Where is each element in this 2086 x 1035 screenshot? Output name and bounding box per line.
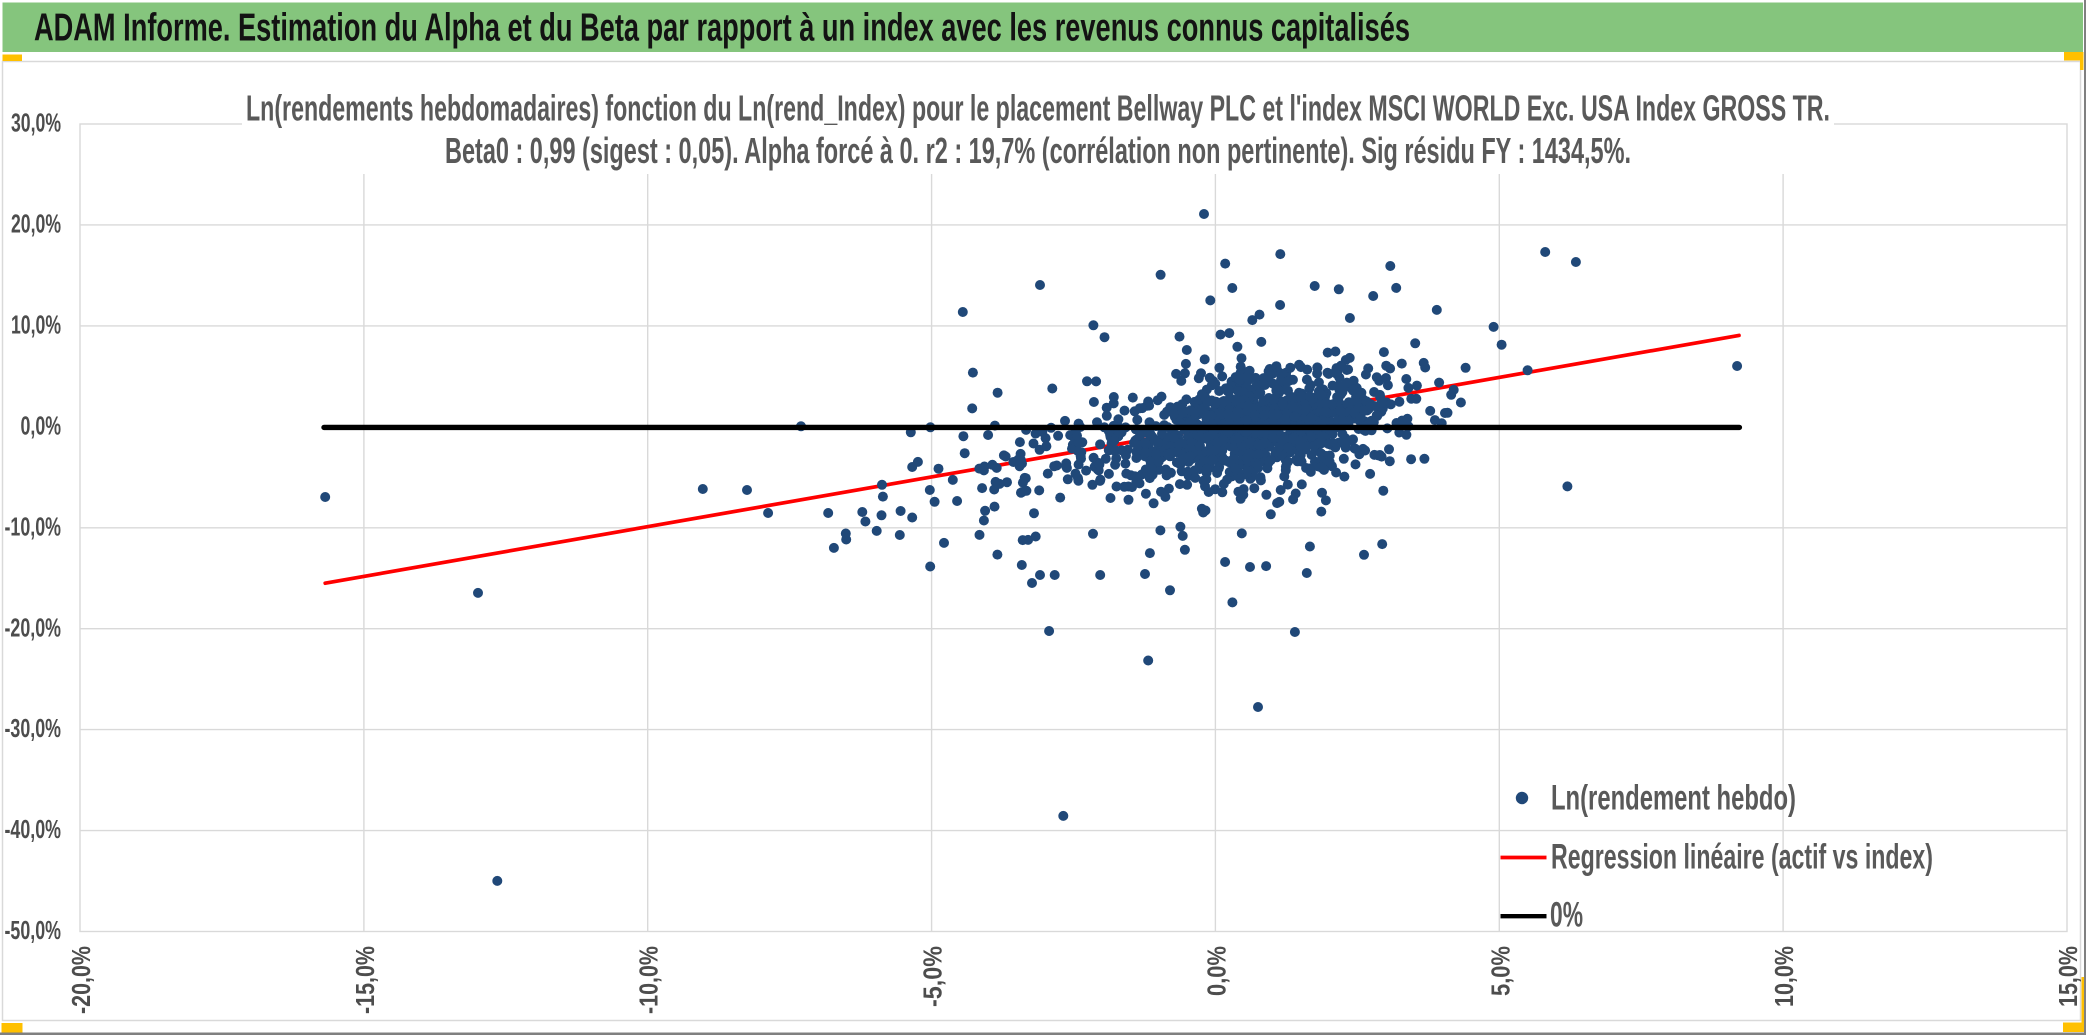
svg-text:Ln(rendements hebdomadaires) f: Ln(rendements hebdomadaires) fonction du… [246, 87, 1830, 128]
svg-text:0%: 0% [1550, 896, 1583, 935]
svg-text:10,0%: 10,0% [1769, 946, 1799, 1007]
svg-text:Ln(rendement hebdo): Ln(rendement hebdo) [1551, 779, 1796, 818]
svg-text:-10,0%: -10,0% [634, 946, 664, 1014]
svg-text:-40,0%: -40,0% [5, 814, 62, 844]
svg-text:20,0%: 20,0% [11, 209, 61, 239]
svg-text:-20,0%: -20,0% [66, 946, 96, 1014]
svg-text:-15,0%: -15,0% [350, 946, 380, 1014]
svg-text:-30,0%: -30,0% [5, 713, 62, 743]
svg-text:5,0%: 5,0% [1485, 946, 1515, 996]
svg-text:-5,0%: -5,0% [918, 946, 948, 1007]
svg-text:10,0%: 10,0% [11, 310, 61, 340]
svg-text:-10,0%: -10,0% [5, 511, 62, 541]
svg-text:-50,0%: -50,0% [5, 915, 62, 945]
svg-text:0,0%: 0,0% [1201, 946, 1231, 996]
svg-text:Regression linéaire (actif vs: Regression linéaire (actif vs index) [1551, 837, 1933, 876]
svg-text:0,0%: 0,0% [21, 410, 62, 440]
svg-text:30,0%: 30,0% [11, 108, 61, 138]
svg-text:ADAM Informe. Estimation du Al: ADAM Informe. Estimation du Alpha et du … [34, 7, 1410, 50]
svg-text:Beta0 : 0,99 (sigest : 0,05).: Beta0 : 0,99 (sigest : 0,05). Alpha forc… [445, 130, 1631, 171]
svg-text:-20,0%: -20,0% [5, 612, 62, 642]
svg-text:15,0%: 15,0% [2053, 946, 2083, 1007]
